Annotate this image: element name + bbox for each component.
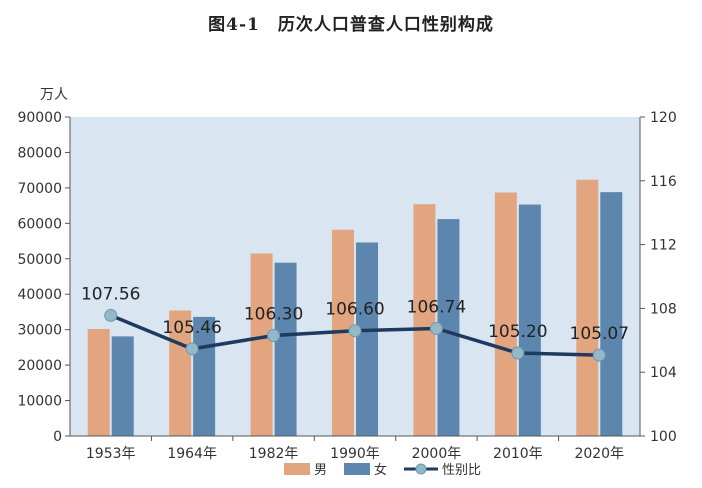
bar-female xyxy=(356,242,378,436)
sex-ratio-point xyxy=(511,346,525,360)
bar-female xyxy=(274,262,297,436)
left-tick-label: 90000 xyxy=(17,110,62,126)
left-axis-unit: 万人 xyxy=(40,87,68,103)
right-tick-label: 108 xyxy=(650,301,677,317)
x-tick-label: 1990年 xyxy=(330,446,380,462)
left-tick-label: 70000 xyxy=(17,181,62,197)
data-label: 106.74 xyxy=(407,297,466,317)
bar-male xyxy=(250,253,273,436)
plot-background xyxy=(70,117,640,436)
x-tick-label: 1964年 xyxy=(167,446,217,462)
left-tick-label: 10000 xyxy=(17,394,62,410)
left-tick-label: 50000 xyxy=(17,252,62,268)
bar-male xyxy=(87,328,110,436)
x-tick-label: 2020年 xyxy=(574,446,624,462)
left-tick-label: 80000 xyxy=(17,145,62,161)
sex-ratio-point xyxy=(104,308,118,322)
legend-swatch-0 xyxy=(284,463,310,475)
bar-female xyxy=(518,204,541,436)
data-label: 105.20 xyxy=(488,322,547,342)
left-tick-label: 20000 xyxy=(17,358,62,374)
bar-male xyxy=(576,179,599,436)
legend-label: 男 xyxy=(314,463,327,478)
sex-ratio-point xyxy=(592,348,606,362)
legend-label: 性别比 xyxy=(442,463,481,478)
bar-female xyxy=(437,219,460,436)
bar-male xyxy=(413,204,436,436)
left-tick-label: 40000 xyxy=(17,287,62,303)
data-label: 106.60 xyxy=(325,300,384,320)
x-tick-label: 2000年 xyxy=(412,446,462,462)
sex-ratio-point xyxy=(429,321,443,335)
bar-male xyxy=(494,192,517,436)
sex-ratio-point xyxy=(185,342,199,356)
right-tick-label: 104 xyxy=(650,365,677,381)
data-label: 106.30 xyxy=(244,305,303,325)
chart-title: 图4-1 历次人口普查人口性别构成 xyxy=(208,15,494,35)
sex-ratio-point xyxy=(267,329,281,343)
left-tick-label: 30000 xyxy=(17,323,62,339)
right-tick-label: 116 xyxy=(650,174,677,190)
left-tick-label: 60000 xyxy=(17,216,62,232)
data-label: 105.07 xyxy=(570,324,629,344)
x-tick-label: 1953年 xyxy=(86,446,136,462)
data-label: 105.46 xyxy=(162,318,221,338)
x-tick-label: 1982年 xyxy=(249,446,299,462)
legend-label: 女 xyxy=(374,462,387,478)
bar-female xyxy=(600,192,623,436)
right-tick-label: 120 xyxy=(650,110,677,126)
bar-female xyxy=(111,336,134,436)
data-label: 107.56 xyxy=(81,284,140,304)
right-tick-label: 100 xyxy=(650,429,677,445)
x-tick-label: 2010年 xyxy=(493,446,543,462)
sex-ratio-point xyxy=(348,324,362,338)
legend-swatch-1 xyxy=(344,463,370,475)
right-tick-label: 112 xyxy=(650,238,677,254)
legend-marker-swatch xyxy=(415,463,427,475)
left-tick-label: 0 xyxy=(53,429,62,445)
